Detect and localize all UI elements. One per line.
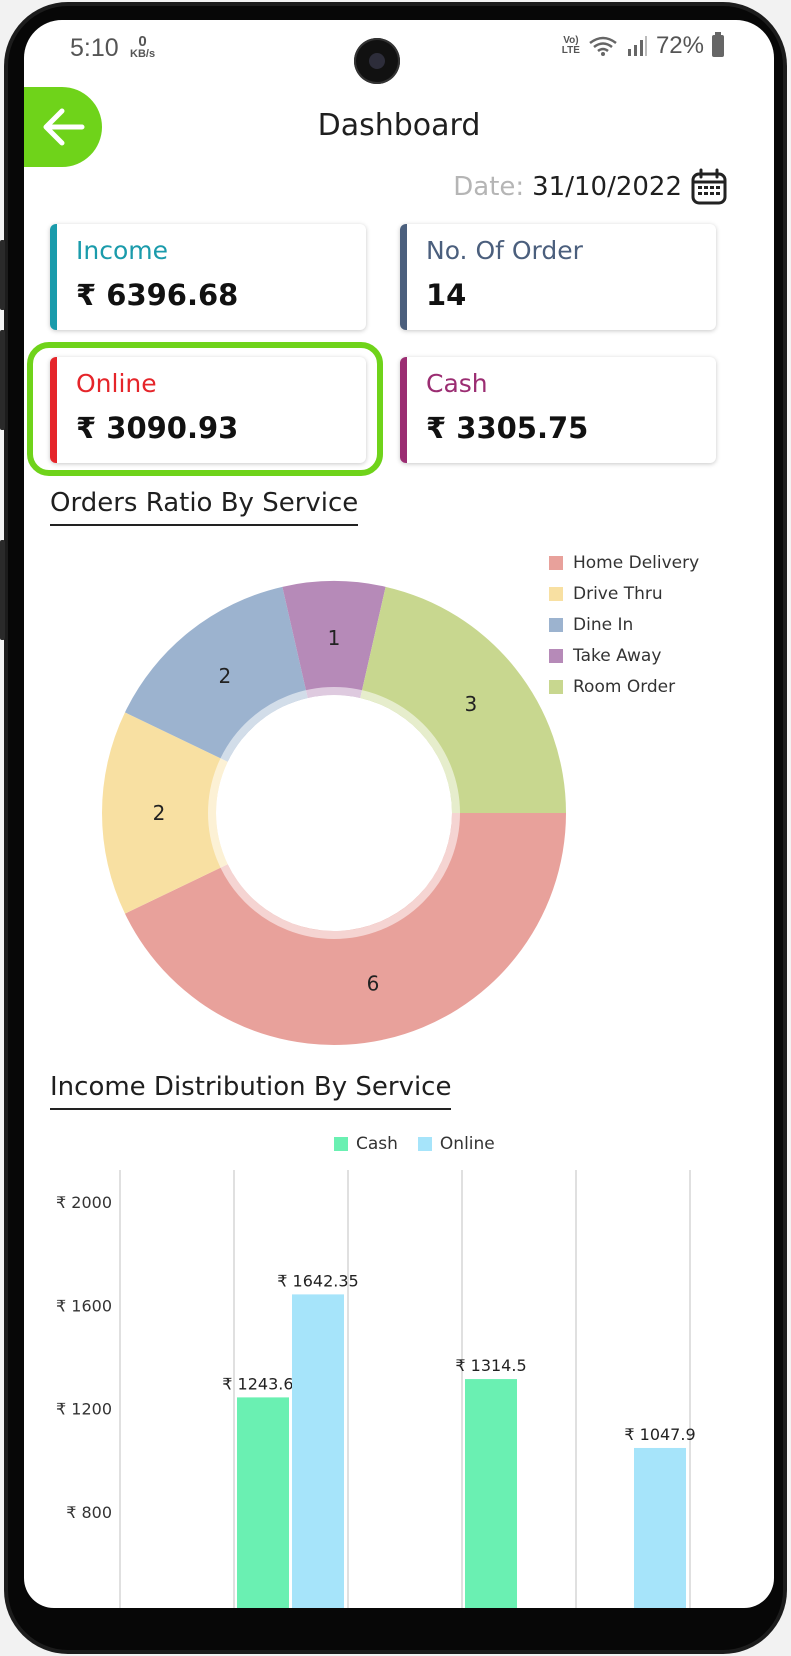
- income-card-accent: [50, 224, 57, 330]
- pie-slice-label: 3: [464, 692, 477, 716]
- bixby-button: [0, 540, 5, 640]
- wifi-icon: [589, 36, 617, 56]
- volte-top: Vo): [563, 35, 579, 46]
- pie-legend-item[interactable]: Dine In: [549, 609, 699, 640]
- date-value: 31/10/2022: [532, 172, 682, 202]
- calendar-icon[interactable]: [690, 168, 728, 206]
- cash-card[interactable]: Cash ₹ 3305.75: [400, 357, 716, 463]
- income-card[interactable]: Income ₹ 6396.68: [50, 224, 366, 330]
- orders-label: No. Of Order: [426, 236, 583, 265]
- legend-swatch: [549, 679, 563, 694]
- legend-swatch: [417, 1137, 432, 1151]
- income-distribution-title: Income Distribution By Service: [50, 1072, 452, 1110]
- bar-online[interactable]: [634, 1447, 686, 1608]
- legend-swatch: [549, 617, 563, 632]
- online-label: Online: [76, 369, 157, 398]
- cash-card-accent: [400, 357, 407, 463]
- pie-slice-drive-thru[interactable]: [101, 712, 228, 914]
- orders-ratio-pie-chart: 6 2 2 1 3: [101, 581, 566, 1046]
- signal-icon: [627, 36, 647, 56]
- legend-label: Room Order: [573, 676, 676, 697]
- pie-slice-label: 2: [153, 801, 166, 825]
- legend-label: Drive Thru: [573, 583, 663, 604]
- legend-label: Home Delivery: [573, 552, 700, 573]
- pie-legend-item[interactable]: Take Away: [549, 640, 699, 671]
- legend-label: Dine In: [573, 614, 634, 635]
- network-speed-value: 0: [138, 33, 147, 50]
- pie-legend-item[interactable]: Room Order: [549, 671, 699, 702]
- bar-legend-item[interactable]: Cash: [334, 1134, 398, 1154]
- orders-card-accent: [400, 224, 407, 330]
- online-card-highlight: [27, 342, 383, 476]
- legend-swatch: [334, 1137, 348, 1151]
- front-camera: [354, 38, 400, 84]
- status-icons: Vo) LTE 72%: [562, 32, 724, 60]
- volte-icon: Vo) LTE: [562, 36, 580, 56]
- pie-slice-room-order[interactable]: [360, 586, 566, 813]
- volume-up-button: [0, 240, 5, 310]
- back-button[interactable]: [24, 87, 102, 167]
- online-value: ₹ 3090.93: [76, 411, 239, 445]
- bar-value-label: ₹ 1642.35: [277, 1271, 358, 1290]
- donut-inner-ring: [208, 687, 460, 939]
- date-label: Date:: [453, 172, 525, 202]
- pie-slice-home-delivery[interactable]: [124, 813, 566, 1046]
- legend-label: Cash: [356, 1134, 398, 1154]
- legend-label: Online: [439, 1134, 495, 1154]
- pie-slice-label: 2: [219, 664, 232, 688]
- date-selector[interactable]: Date: 31/10/2022: [453, 168, 728, 206]
- y-tick-label: ₹ 800: [66, 1503, 112, 1522]
- orders-card[interactable]: No. Of Order 14: [400, 224, 716, 330]
- legend-swatch: [549, 555, 563, 570]
- pie-legend-item[interactable]: Home Delivery: [549, 547, 699, 578]
- y-tick-label: ₹ 1200: [56, 1400, 112, 1419]
- income-label: Income: [76, 236, 168, 265]
- bar-legend-item[interactable]: Online: [417, 1134, 495, 1154]
- orders-ratio-title: Orders Ratio By Service: [50, 488, 359, 526]
- network-speed: 0 KB/s: [130, 34, 155, 60]
- battery-percent: 72%: [655, 32, 704, 59]
- legend-label: Take Away: [573, 645, 662, 666]
- income-value: ₹ 6396.68: [76, 278, 239, 312]
- pie-slice-label: 6: [367, 972, 380, 996]
- legend-swatch: [549, 648, 563, 663]
- legend-swatch: [549, 586, 563, 601]
- bar-value-label: ₹ 1314.5: [455, 1356, 526, 1375]
- online-card-accent: [50, 357, 57, 463]
- page-title: Dashboard: [317, 108, 481, 143]
- status-time: 5:10: [70, 34, 119, 62]
- network-speed-unit: KB/s: [130, 48, 156, 60]
- pie-legend: Home Delivery Drive Thru Dine In Take Away R…: [549, 547, 699, 702]
- income-distribution-bar-chart: ₹ 2000 ₹ 1600 ₹ 1200 ₹ 800 ₹ 1243.65 ₹ 1642.3…: [56, 1170, 696, 1608]
- pie-slice-label: 1: [328, 626, 341, 650]
- bar-cash[interactable]: [237, 1397, 289, 1608]
- bar-cash[interactable]: [465, 1379, 517, 1608]
- online-card[interactable]: Online ₹ 3090.93: [50, 357, 366, 463]
- pie-slice-take-away[interactable]: [282, 581, 386, 698]
- navigation-bar: [24, 1608, 774, 1644]
- bar-legend: Cash Online: [334, 1134, 495, 1154]
- screen: 5:10 0 KB/s Vo) LTE 72%: [24, 20, 774, 1608]
- orders-value: 14: [426, 278, 467, 312]
- bar-online[interactable]: [292, 1294, 344, 1608]
- battery-icon: [712, 32, 724, 57]
- y-tick-label: ₹ 2000: [56, 1193, 112, 1212]
- pie-legend-item[interactable]: Drive Thru: [549, 578, 699, 609]
- y-tick-label: ₹ 1600: [56, 1296, 112, 1315]
- volte-bottom: LTE: [561, 45, 580, 56]
- bar-value-label: ₹ 1243.65: [222, 1374, 303, 1393]
- cash-value: ₹ 3305.75: [426, 411, 589, 445]
- cash-label: Cash: [426, 369, 488, 398]
- arrow-left-icon: [43, 108, 85, 146]
- status-bar: 5:10 0 KB/s Vo) LTE 72%: [24, 20, 774, 84]
- bar-value-label: ₹ 1047.9: [624, 1425, 695, 1444]
- volume-down-button: [0, 330, 5, 430]
